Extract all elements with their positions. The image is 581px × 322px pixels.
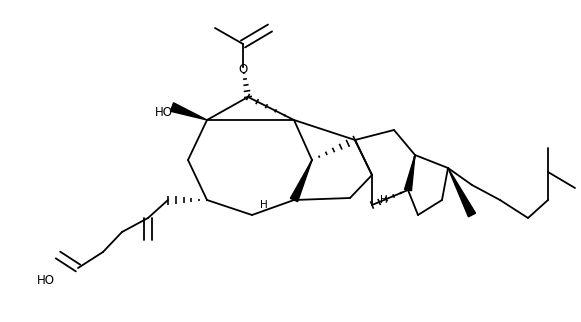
Text: O: O [238, 62, 248, 75]
Polygon shape [170, 103, 207, 120]
Polygon shape [290, 160, 312, 202]
Text: HO: HO [155, 106, 173, 118]
Polygon shape [404, 155, 415, 191]
Text: H: H [260, 200, 268, 210]
Polygon shape [448, 168, 476, 217]
Text: H: H [380, 195, 388, 205]
Text: HO: HO [37, 273, 55, 287]
